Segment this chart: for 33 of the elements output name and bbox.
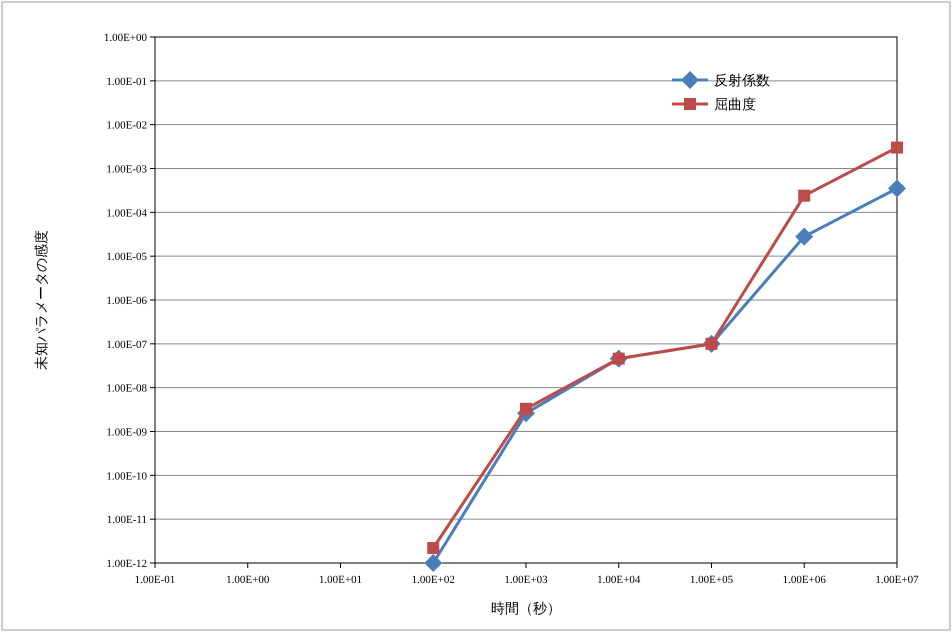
y-tick-label: 1.00E-12 [106,558,147,570]
x-tick-label: 1.00E-01 [134,574,176,586]
x-tick-label: 1.00E+02 [412,574,455,586]
point [424,554,442,572]
y-tick-label: 1.00E-06 [106,295,148,307]
x-tick-label: 1.00E+07 [875,574,920,586]
legend-label: 反射係数 [714,73,770,89]
legend-label: 屈曲度 [714,97,756,113]
y-tick-label: 1.00E-10 [106,470,148,482]
x-tick-label: 1.00E+05 [690,574,734,586]
point [891,142,903,154]
x-tick-label: 1.00E+00 [226,574,270,586]
point [795,228,814,246]
y-tick-label: 1.00E-05 [106,251,148,264]
x-tick-label: 1.00E+03 [504,574,548,586]
x-tick-label: 1.00E+01 [318,574,362,586]
y-axis-title: 未知パラメータの感度 [34,230,50,370]
y-tick-label: 1.00E-01 [106,76,147,88]
y-tick-label: 1.00E-11 [106,514,147,526]
y-tick-label: 1.00E-09 [106,426,148,438]
x-tick-label: 1.00E+04 [597,574,641,586]
y-tick-label: 1.00E-03 [106,164,148,176]
y-tick-label: 1.00E-07 [106,338,148,351]
y-tick-label: 1.00E-08 [106,382,148,395]
y-tick-label: 1.00E-02 [106,120,147,132]
y-tick-label: 1.00E-04 [106,207,148,220]
point [798,190,810,202]
point [888,179,906,198]
x-tick-label: 1.00E+06 [782,574,826,586]
x-axis-title: 時間（秒） [491,601,561,617]
y-tick-label: 1.00E+00 [104,32,148,44]
point [427,542,440,554]
point [520,402,532,415]
